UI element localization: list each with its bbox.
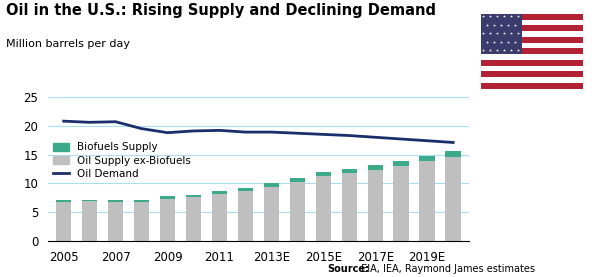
Bar bbox=[290, 178, 305, 182]
Bar bbox=[367, 165, 383, 170]
Bar bbox=[481, 77, 583, 83]
Text: Oil in the U.S.: Rising Supply and Declining Demand: Oil in the U.S.: Rising Supply and Decli… bbox=[6, 3, 436, 18]
Bar bbox=[237, 188, 253, 191]
Bar bbox=[134, 202, 150, 241]
Bar bbox=[82, 199, 97, 201]
Bar bbox=[419, 161, 435, 241]
Bar bbox=[394, 166, 409, 241]
Bar bbox=[481, 54, 583, 60]
Bar bbox=[160, 196, 175, 199]
Bar bbox=[481, 14, 522, 54]
Bar bbox=[481, 71, 583, 77]
Bar bbox=[264, 183, 279, 187]
Bar bbox=[341, 169, 357, 173]
Bar bbox=[212, 194, 227, 241]
Bar bbox=[481, 20, 583, 25]
Bar bbox=[481, 48, 583, 54]
Bar bbox=[481, 37, 583, 43]
Bar bbox=[367, 170, 383, 241]
Text: EIA, IEA, Raymond James estimates: EIA, IEA, Raymond James estimates bbox=[358, 264, 535, 274]
Bar bbox=[481, 66, 583, 71]
Bar bbox=[481, 43, 583, 48]
Bar bbox=[237, 191, 253, 241]
Bar bbox=[481, 83, 583, 89]
Bar bbox=[481, 25, 583, 31]
Text: Million barrels per day: Million barrels per day bbox=[6, 39, 130, 49]
Bar bbox=[481, 31, 583, 37]
Bar bbox=[264, 187, 279, 241]
Bar bbox=[108, 202, 123, 241]
Bar bbox=[134, 199, 150, 202]
Bar bbox=[290, 182, 305, 241]
Legend: Biofuels Supply, Oil Supply ex-Biofuels, Oil Demand: Biofuels Supply, Oil Supply ex-Biofuels,… bbox=[53, 142, 191, 179]
Bar bbox=[316, 172, 331, 176]
Bar bbox=[341, 173, 357, 241]
Bar bbox=[56, 200, 72, 202]
Bar bbox=[186, 195, 201, 198]
Bar bbox=[186, 198, 201, 241]
Bar bbox=[108, 199, 123, 202]
Bar bbox=[212, 191, 227, 194]
Text: Source:: Source: bbox=[328, 264, 370, 274]
Bar bbox=[394, 161, 409, 166]
Bar bbox=[56, 202, 72, 241]
Bar bbox=[419, 156, 435, 161]
Bar bbox=[445, 157, 461, 241]
Bar bbox=[445, 152, 461, 157]
Bar bbox=[82, 201, 97, 241]
Bar bbox=[316, 176, 331, 241]
Bar bbox=[481, 14, 583, 20]
Bar bbox=[481, 60, 583, 66]
Bar bbox=[160, 199, 175, 241]
